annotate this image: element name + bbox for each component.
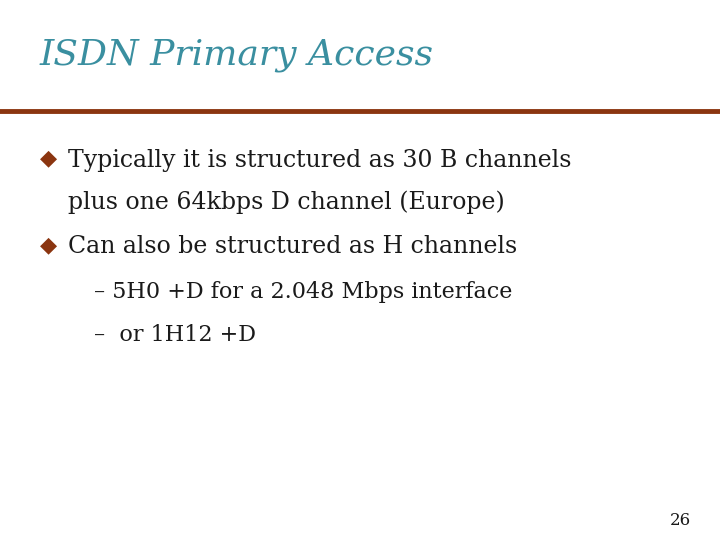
Text: ◆: ◆ <box>40 148 57 168</box>
Text: plus one 64kbps D channel (Europe): plus one 64kbps D channel (Europe) <box>68 190 505 214</box>
Text: Can also be structured as H channels: Can also be structured as H channels <box>68 235 518 258</box>
Text: – 5H0 +D for a 2.048 Mbps interface: – 5H0 +D for a 2.048 Mbps interface <box>94 281 512 303</box>
Text: 26: 26 <box>670 512 691 529</box>
Text: Typically it is structured as 30 B channels: Typically it is structured as 30 B chann… <box>68 148 572 172</box>
Text: ◆: ◆ <box>40 235 57 255</box>
Text: ISDN Primary Access: ISDN Primary Access <box>40 38 433 72</box>
Text: –  or 1H12 +D: – or 1H12 +D <box>94 324 256 346</box>
